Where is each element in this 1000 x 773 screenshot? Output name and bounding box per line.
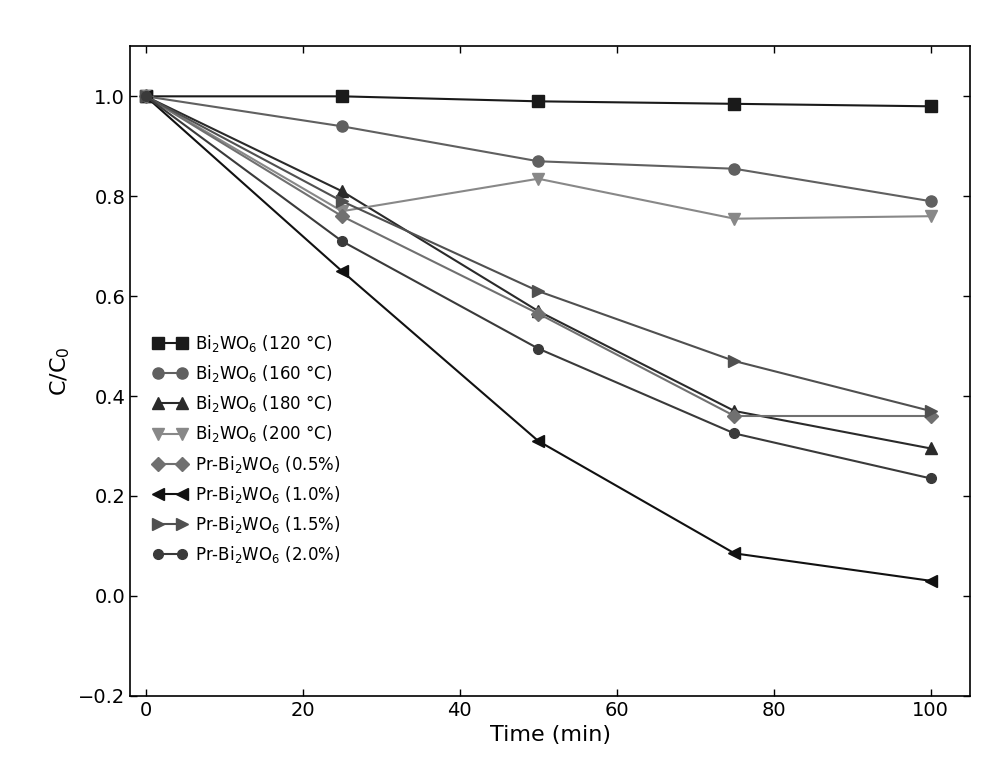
Line: Bi$_2$WO$_6$ (180 °C): Bi$_2$WO$_6$ (180 °C) <box>140 90 936 454</box>
Bi$_2$WO$_6$ (160 °C) <box>140 92 152 101</box>
Bi$_2$WO$_6$ (120 °C) <box>728 99 740 108</box>
Pr-Bi$_2$WO$_6$ (1.0%) <box>532 436 544 445</box>
Line: Bi$_2$WO$_6$ (160 °C): Bi$_2$WO$_6$ (160 °C) <box>140 90 936 206</box>
Pr-Bi$_2$WO$_6$ (1.5%) <box>728 356 740 366</box>
Pr-Bi$_2$WO$_6$ (2.0%) <box>336 237 348 246</box>
Line: Bi$_2$WO$_6$ (200 °C): Bi$_2$WO$_6$ (200 °C) <box>140 90 936 224</box>
Pr-Bi$_2$WO$_6$ (0.5%) <box>336 212 348 221</box>
Pr-Bi$_2$WO$_6$ (2.0%) <box>728 429 740 438</box>
Line: Pr-Bi$_2$WO$_6$ (2.0%): Pr-Bi$_2$WO$_6$ (2.0%) <box>141 91 936 483</box>
Bi$_2$WO$_6$ (180 °C) <box>728 407 740 416</box>
Bi$_2$WO$_6$ (160 °C) <box>532 157 544 166</box>
Bi$_2$WO$_6$ (160 °C) <box>336 121 348 131</box>
Pr-Bi$_2$WO$_6$ (1.5%) <box>532 287 544 296</box>
Pr-Bi$_2$WO$_6$ (2.0%) <box>532 344 544 353</box>
Bi$_2$WO$_6$ (200 °C) <box>925 212 937 221</box>
Bi$_2$WO$_6$ (180 °C) <box>532 306 544 315</box>
Bi$_2$WO$_6$ (180 °C) <box>336 186 348 196</box>
Pr-Bi$_2$WO$_6$ (1.5%) <box>925 407 937 416</box>
Line: Pr-Bi$_2$WO$_6$ (1.5%): Pr-Bi$_2$WO$_6$ (1.5%) <box>140 90 936 417</box>
Bi$_2$WO$_6$ (120 °C) <box>140 92 152 101</box>
Y-axis label: C/C$_0$: C/C$_0$ <box>49 346 72 396</box>
Bi$_2$WO$_6$ (180 °C) <box>140 92 152 101</box>
Pr-Bi$_2$WO$_6$ (0.5%) <box>728 411 740 421</box>
Line: Bi$_2$WO$_6$ (120 °C): Bi$_2$WO$_6$ (120 °C) <box>140 90 936 112</box>
Pr-Bi$_2$WO$_6$ (1.0%) <box>336 267 348 276</box>
Pr-Bi$_2$WO$_6$ (1.0%) <box>925 576 937 585</box>
Bi$_2$WO$_6$ (160 °C) <box>728 164 740 173</box>
Bi$_2$WO$_6$ (160 °C) <box>925 196 937 206</box>
Pr-Bi$_2$WO$_6$ (0.5%) <box>532 309 544 318</box>
Bi$_2$WO$_6$ (180 °C) <box>925 444 937 453</box>
Pr-Bi$_2$WO$_6$ (1.5%) <box>336 196 348 206</box>
Bi$_2$WO$_6$ (120 °C) <box>336 92 348 101</box>
Pr-Bi$_2$WO$_6$ (0.5%) <box>925 411 937 421</box>
Legend: Bi$_2$WO$_6$ (120 °C), Bi$_2$WO$_6$ (160 °C), Bi$_2$WO$_6$ (180 °C), Bi$_2$WO$_6: Bi$_2$WO$_6$ (120 °C), Bi$_2$WO$_6$ (160… <box>147 326 347 572</box>
Bi$_2$WO$_6$ (120 °C) <box>532 97 544 106</box>
Pr-Bi$_2$WO$_6$ (1.0%) <box>140 92 152 101</box>
Pr-Bi$_2$WO$_6$ (0.5%) <box>140 92 152 101</box>
Bi$_2$WO$_6$ (200 °C) <box>532 174 544 183</box>
Bi$_2$WO$_6$ (200 °C) <box>728 214 740 223</box>
X-axis label: Time (min): Time (min) <box>490 725 610 745</box>
Pr-Bi$_2$WO$_6$ (1.5%) <box>140 92 152 101</box>
Bi$_2$WO$_6$ (200 °C) <box>336 206 348 216</box>
Bi$_2$WO$_6$ (120 °C) <box>925 102 937 111</box>
Pr-Bi$_2$WO$_6$ (2.0%) <box>925 474 937 483</box>
Line: Pr-Bi$_2$WO$_6$ (0.5%): Pr-Bi$_2$WO$_6$ (0.5%) <box>141 91 936 421</box>
Line: Pr-Bi$_2$WO$_6$ (1.0%): Pr-Bi$_2$WO$_6$ (1.0%) <box>140 90 936 587</box>
Pr-Bi$_2$WO$_6$ (2.0%) <box>140 92 152 101</box>
Bi$_2$WO$_6$ (200 °C) <box>140 92 152 101</box>
Pr-Bi$_2$WO$_6$ (1.0%) <box>728 549 740 558</box>
